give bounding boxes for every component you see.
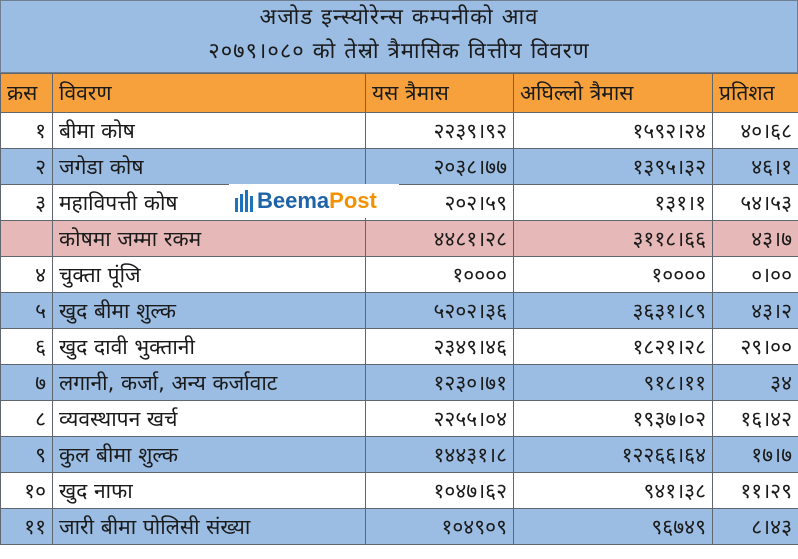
table-row: १० खुद नाफा १०४७।६२ ९४१।३८ ११।२९	[0, 472, 798, 509]
row-serial-number: ५	[0, 292, 53, 329]
header-sn: क्रस	[0, 73, 53, 113]
row-previous-quarter-value: १९३७।०२	[513, 400, 713, 437]
row-previous-quarter-value: ९४१।३८	[513, 472, 713, 509]
title-line-2: २०७९।०८० को तेस्रो त्रैमासिक वित्तीय विव…	[208, 39, 590, 64]
table-row: ६ खुद दावी भुक्तानी २३४९।४६ १८२१।२८ २९।००	[0, 328, 798, 365]
row-serial-number: ७	[0, 364, 53, 401]
row-previous-quarter-value: १५९२।२४	[513, 112, 713, 149]
row-current-quarter-value: ४४८१।२८	[365, 220, 514, 257]
header-percent: प्रतिशत	[712, 73, 798, 113]
header-current-quarter: यस त्रैमास	[365, 73, 514, 113]
logo-text-beema: Beema	[257, 188, 330, 213]
row-previous-quarter-value: १२२६६।६४	[513, 436, 713, 473]
row-description: लगानी, कर्जा, अन्य कर्जावाट	[52, 364, 366, 401]
title-line-1: अजोड इन्स्योरेन्स कम्पनीको आव	[259, 5, 539, 30]
logo-text-post: Post	[329, 188, 377, 213]
row-serial-number: १०	[0, 472, 53, 509]
row-serial-number: ९	[0, 436, 53, 473]
row-description: जारी बीमा पोलिसी संख्या	[52, 508, 366, 545]
table-row: ११ जारी बीमा पोलिसी संख्या १०४९०९ ९६७४९ ८।४३	[0, 508, 798, 545]
row-current-quarter-value: १४४३१।८	[365, 436, 514, 473]
row-current-quarter-value: ५२०२।३६	[365, 292, 514, 329]
header-previous-quarter: अघिल्लो त्रैमास	[513, 73, 713, 113]
row-percent-value: ३४	[712, 364, 798, 401]
row-current-quarter-value: १०४९०९	[365, 508, 514, 545]
row-serial-number: ४	[0, 256, 53, 293]
report-title: अजोड इन्स्योरेन्स कम्पनीको आव २०७९।०८० क…	[0, 0, 798, 73]
row-description: जगेडा कोष	[52, 148, 366, 185]
row-previous-quarter-value: १००००	[513, 256, 713, 293]
row-percent-value: १७।७	[712, 436, 798, 473]
row-current-quarter-value: २२३९।९२	[365, 112, 514, 149]
header-description: विवरण	[52, 73, 366, 113]
row-previous-quarter-value: १३९५।३२	[513, 148, 713, 185]
row-percent-value: ०।००	[712, 256, 798, 293]
row-previous-quarter-value: ९१८।११	[513, 364, 713, 401]
row-percent-value: १६।४२	[712, 400, 798, 437]
table-body: १ बीमा कोष २२३९।९२ १५९२।२४ ४०।६८ २ जगेडा कोष २०…	[0, 112, 798, 545]
logo-building-icon	[235, 190, 253, 212]
row-percent-value: ८।४३	[712, 508, 798, 545]
row-previous-quarter-value: १८२१।२८	[513, 328, 713, 365]
row-percent-value: २९।००	[712, 328, 798, 365]
row-previous-quarter-value: ३११८।६६	[513, 220, 713, 257]
row-current-quarter-value: १०४७।६२	[365, 472, 514, 509]
row-description: खुद दावी भुक्तानी	[52, 328, 366, 365]
beemapost-logo: Beema Post	[229, 184, 399, 218]
row-percent-value: ४३।७	[712, 220, 798, 257]
row-serial-number: ३	[0, 184, 53, 221]
row-description: चुक्ता पूंजि	[52, 256, 366, 293]
row-serial-number: ८	[0, 400, 53, 437]
table-row: ९ कुल बीमा शुल्क १४४३१।८ १२२६६।६४ १७।७	[0, 436, 798, 473]
financial-table: क्रस विवरण यस त्रैमास अघिल्लो त्रैमास प्…	[0, 73, 798, 545]
row-current-quarter-value: २०३८।७७	[365, 148, 514, 185]
table-row: ४ चुक्ता पूंजि १०००० १०००० ०।००	[0, 256, 798, 293]
row-current-quarter-value: १२३०।७१	[365, 364, 514, 401]
row-current-quarter-value: २३४९।४६	[365, 328, 514, 365]
row-description: कोषमा जम्मा रकम	[52, 220, 366, 257]
row-current-quarter-value: २२५५।०४	[365, 400, 514, 437]
row-previous-quarter-value: ३६३१।८९	[513, 292, 713, 329]
row-percent-value: ११।२९	[712, 472, 798, 509]
row-percent-value: ४६।१	[712, 148, 798, 185]
table-row: ८ व्यवस्थापन खर्च २२५५।०४ १९३७।०२ १६।४२	[0, 400, 798, 437]
row-description: कुल बीमा शुल्क	[52, 436, 366, 473]
row-previous-quarter-value: ९६७४९	[513, 508, 713, 545]
table-row: ३ महाविपत्ती कोष २०२।५९ १३१।१ ५४।५३	[0, 184, 798, 221]
table-header-row: क्रस विवरण यस त्रैमास अघिल्लो त्रैमास प्…	[0, 73, 798, 113]
row-description: खुद नाफा	[52, 472, 366, 509]
row-serial-number: १	[0, 112, 53, 149]
table-row: ५ खुद बीमा शुल्क ५२०२।३६ ३६३१।८९ ४३।२	[0, 292, 798, 329]
row-serial-number	[0, 220, 53, 257]
row-description: खुद बीमा शुल्क	[52, 292, 366, 329]
row-serial-number: ६	[0, 328, 53, 365]
row-serial-number: २	[0, 148, 53, 185]
table-row: १ बीमा कोष २२३९।९२ १५९२।२४ ४०।६८	[0, 112, 798, 149]
row-current-quarter-value: १००००	[365, 256, 514, 293]
row-previous-quarter-value: १३१।१	[513, 184, 713, 221]
row-serial-number: ११	[0, 508, 53, 545]
row-percent-value: ४०।६८	[712, 112, 798, 149]
row-percent-value: ५४।५३	[712, 184, 798, 221]
table-row: २ जगेडा कोष २०३८।७७ १३९५।३२ ४६।१	[0, 148, 798, 185]
table-row: ७ लगानी, कर्जा, अन्य कर्जावाट १२३०।७१ ९१८।१…	[0, 364, 798, 401]
row-percent-value: ४३।२	[712, 292, 798, 329]
row-description: व्यवस्थापन खर्च	[52, 400, 366, 437]
row-description: बीमा कोष	[52, 112, 366, 149]
table-row: कोषमा जम्मा रकम ४४८१।२८ ३११८।६६ ४३।७	[0, 220, 798, 257]
